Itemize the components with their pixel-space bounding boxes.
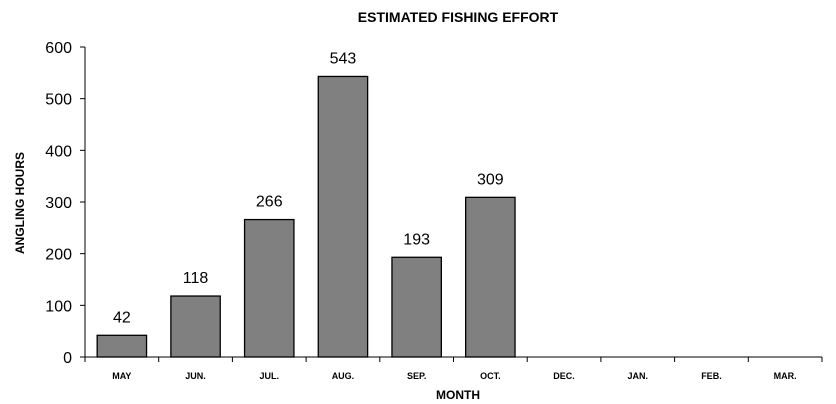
y-tick-label: 200 (45, 247, 72, 264)
x-axis-title: MONTH (436, 388, 480, 402)
data-label: 543 (330, 50, 357, 67)
bar (317, 75, 369, 358)
data-label: 309 (477, 171, 504, 188)
y-tick-label: 500 (45, 92, 72, 109)
x-tick-label: OCT. (480, 371, 501, 381)
bar (243, 218, 295, 358)
bar (170, 295, 221, 358)
x-tick-label: DEC. (553, 371, 575, 381)
y-tick-label: 0 (63, 350, 72, 367)
y-tick-label: 600 (45, 40, 72, 57)
data-label: 266 (256, 194, 283, 211)
y-axis-title: ANGLING HOURS (13, 152, 27, 254)
x-tick-label: JUL. (259, 371, 279, 381)
y-tick-label: 400 (45, 143, 72, 160)
bar (391, 256, 442, 358)
x-tick-label: JUN. (185, 371, 206, 381)
x-tick-label: MAY (112, 371, 131, 381)
x-tick-label: SEP. (407, 371, 426, 381)
y-tick-label: 300 (45, 195, 72, 212)
x-tick-label: MAR. (774, 371, 797, 381)
data-label: 42 (113, 309, 131, 326)
bar (96, 334, 148, 358)
data-label: 118 (183, 270, 209, 287)
plot-area: 0 100 200 300 400 500 600 42 MAY 118 JUN. 266 JUL. 54… (45, 40, 823, 381)
chart-title: ESTIMATED FISHING EFFORT (358, 9, 559, 25)
x-tick-label: AUG. (332, 371, 355, 381)
x-tick-label: FEB. (701, 371, 722, 381)
data-label: 193 (403, 231, 430, 248)
bar (465, 196, 516, 358)
y-tick-label: 100 (45, 298, 72, 315)
x-tick-label: JAN. (627, 371, 648, 381)
